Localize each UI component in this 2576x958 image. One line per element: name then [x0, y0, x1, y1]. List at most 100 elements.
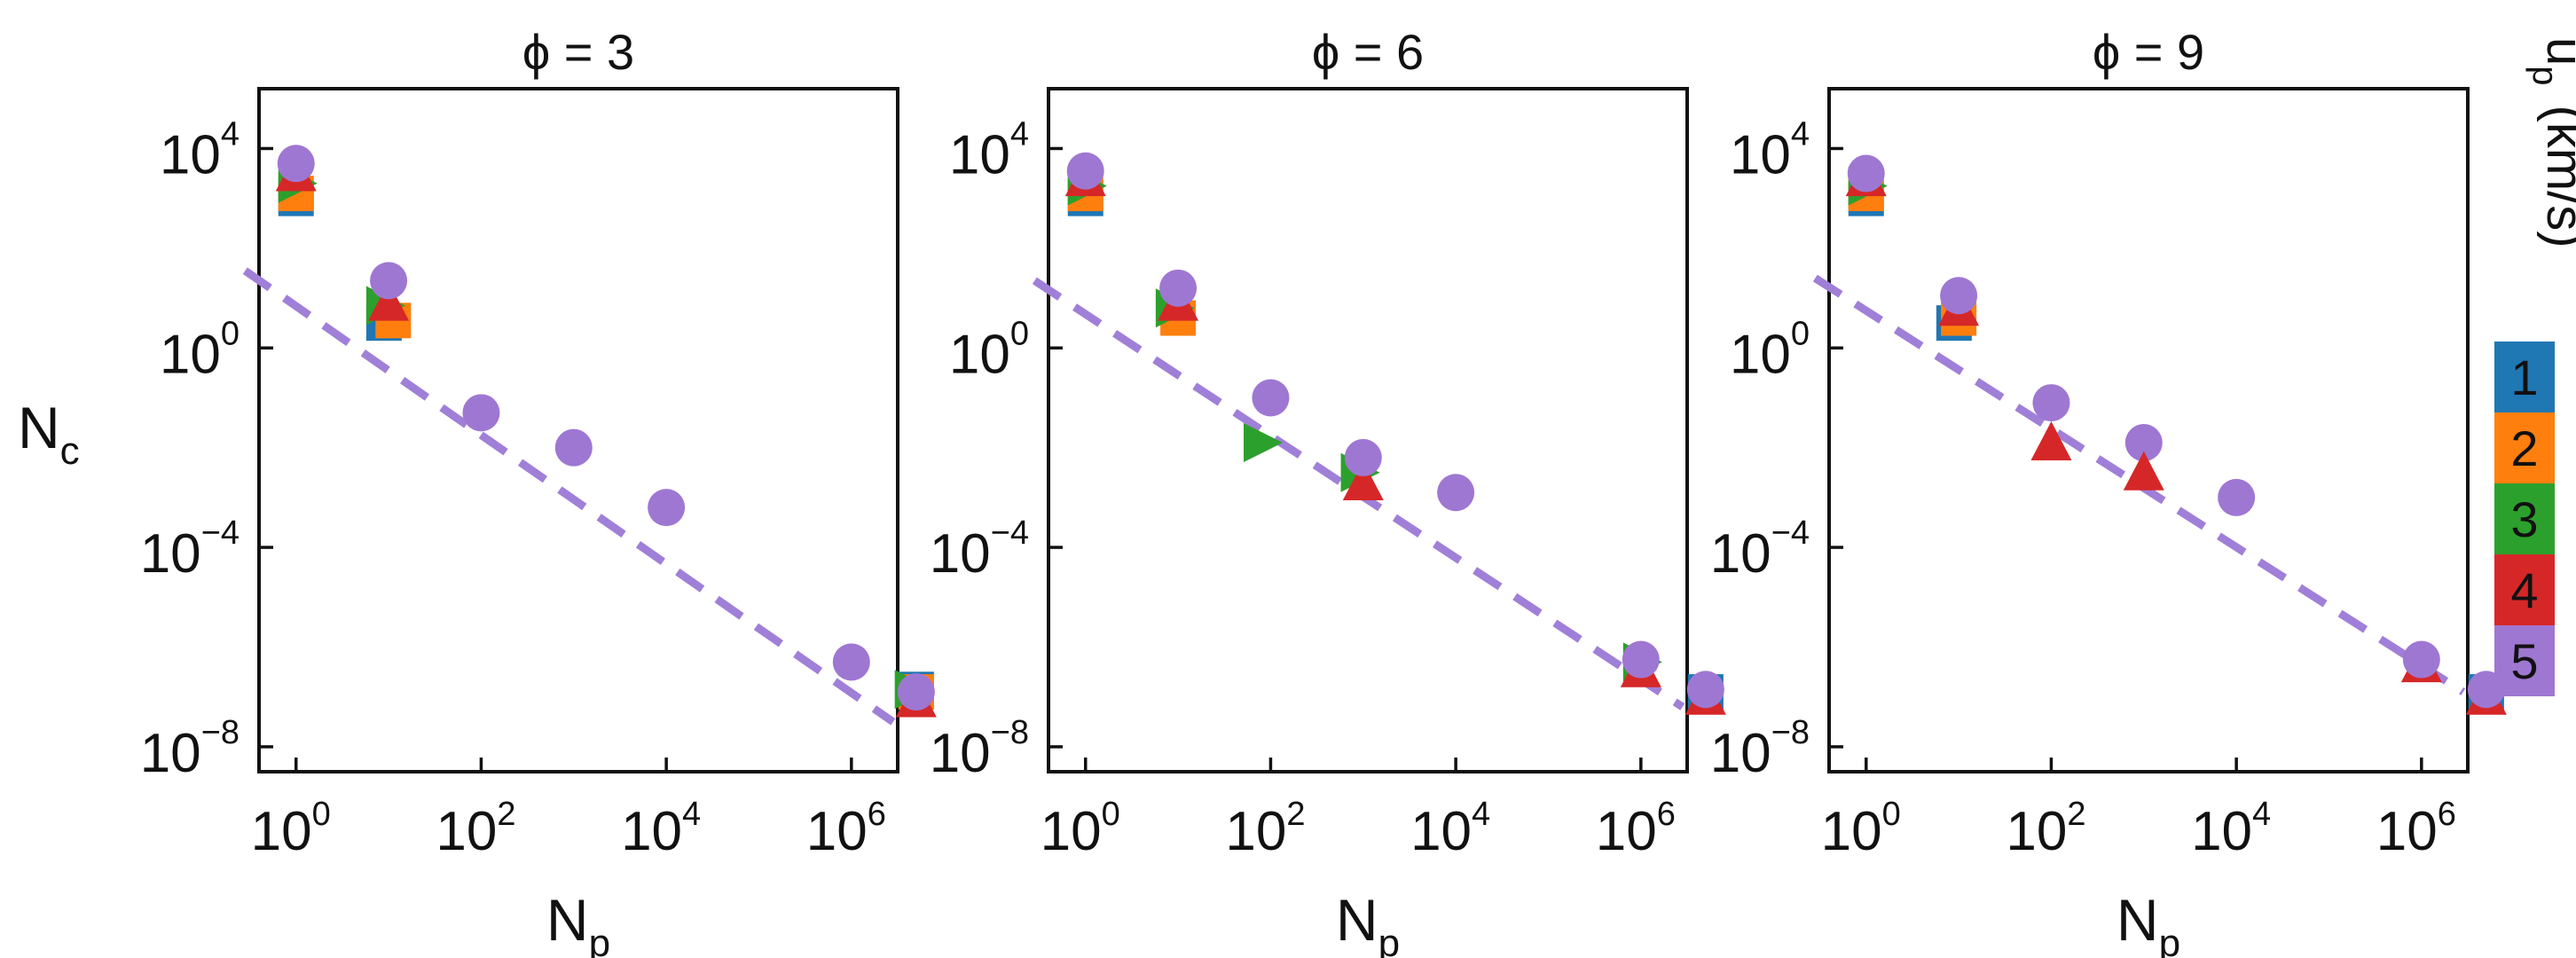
x-axis-label: Np: [546, 887, 610, 958]
y-axis-label-main: N: [18, 395, 60, 460]
y-tick-base: 10: [930, 723, 991, 784]
y-tick-label: 10−8: [930, 714, 1029, 784]
data-point-circle-series-5: [1344, 438, 1382, 476]
x-tick-exponent: 0: [312, 796, 331, 833]
y-tick-exponent: 4: [1791, 115, 1810, 153]
data-point-circle-series-5: [1437, 474, 1475, 512]
data-point-triangle-up-series-4: [368, 281, 410, 321]
colorbar-label-5: 5: [2510, 633, 2538, 689]
x-tick-base: 10: [1041, 801, 1102, 862]
y-tick-exponent: 0: [221, 315, 240, 352]
x-tick-exponent: 2: [1286, 796, 1305, 833]
x-tick-exponent: 0: [1102, 796, 1120, 833]
x-tick-label: 100: [1821, 796, 1901, 862]
data-point-circle-series-5: [1159, 269, 1198, 307]
y-tick-label: 104: [949, 115, 1029, 185]
colorbar-swatch-4: [2494, 554, 2555, 625]
y-tick-exponent: −4: [201, 514, 240, 552]
y-tick-base: 10: [949, 324, 1010, 385]
y-tick-label: 10−8: [140, 714, 240, 784]
data-point-circle-series-5: [277, 145, 315, 183]
data-point-circle-series-5: [370, 262, 408, 300]
data-point-circle-series-5: [554, 428, 593, 467]
x-tick-exponent: 6: [1657, 796, 1676, 833]
plot-frame: [257, 87, 899, 773]
x-tick-exponent: 4: [682, 796, 701, 833]
x-tick-base: 10: [1596, 801, 1657, 862]
data-point-circle-series-5: [2124, 424, 2163, 462]
data-point-circle-series-5: [1622, 640, 1660, 679]
x-tick-label: 102: [436, 796, 515, 862]
colorbar: 1 2 3 4 5 up (km/s): [2494, 37, 2576, 696]
colorbar-label-1: 1: [2510, 349, 2538, 405]
colorbar-swatch-5: [2494, 625, 2555, 696]
x-axis-label-sub: p: [1378, 922, 1400, 958]
x-axis-label-sub: p: [589, 922, 610, 958]
x-axis-label-main: N: [1336, 887, 1378, 953]
x-axis-label-sub: p: [2159, 922, 2180, 958]
colorbar-title: up (km/s): [2525, 37, 2576, 248]
y-tick-base: 10: [1730, 124, 1791, 185]
data-point-circle-series-5: [1252, 379, 1290, 417]
fit-line: [242, 267, 896, 726]
colorbar-label-4: 4: [2510, 562, 2538, 618]
y-tick-label: 10−4: [140, 514, 240, 585]
data-point-triangle-right-series-3: [1244, 423, 1283, 463]
y-tick-base: 10: [1710, 723, 1771, 784]
y-tick-base: 10: [140, 723, 201, 784]
data-point-circle-series-5: [897, 673, 935, 711]
y-tick-base: 10: [160, 324, 221, 385]
y-tick-base: 10: [160, 124, 221, 185]
y-tick-base: 10: [140, 523, 201, 585]
x-tick-label: 100: [251, 796, 331, 862]
data-point-circle-series-5: [1847, 154, 1885, 192]
data-point-circle-series-5: [2402, 640, 2440, 679]
x-tick-exponent: 2: [2067, 796, 2085, 833]
x-tick-label: 104: [621, 796, 701, 862]
x-tick-label: 106: [806, 796, 886, 862]
x-axis-label-main: N: [546, 887, 589, 953]
x-tick-label: 100: [1041, 796, 1120, 862]
y-tick-label: 104: [1730, 115, 1810, 185]
y-tick-exponent: 0: [1791, 315, 1810, 352]
x-tick-exponent: 4: [1472, 796, 1490, 833]
colorbar-title-main: u: [2536, 37, 2576, 66]
y-tick-label: 100: [1730, 315, 1810, 385]
x-tick-exponent: 6: [2438, 796, 2456, 833]
y-tick-label: 104: [160, 115, 240, 185]
colorbar-label-2: 2: [2510, 420, 2538, 476]
colorbar-title-sub: p: [2525, 66, 2564, 85]
y-axis-label: Nc: [18, 395, 80, 473]
x-axis-label: Np: [2117, 887, 2180, 958]
data-point-circle-series-5: [1940, 277, 1978, 315]
data-point-circle-series-5: [2032, 384, 2070, 422]
colorbar-swatch-3: [2494, 483, 2555, 554]
x-tick-label: 106: [1596, 796, 1676, 862]
x-tick-label: 106: [2376, 796, 2456, 862]
x-tick-base: 10: [2191, 801, 2252, 862]
x-tick-base: 10: [1410, 801, 1472, 862]
data-point-triangle-up-series-4: [2123, 451, 2164, 491]
y-tick-base: 10: [1730, 324, 1791, 385]
x-axis-label-main: N: [2117, 887, 2159, 953]
x-tick-base: 10: [436, 801, 497, 862]
data-point-circle-series-5: [1066, 152, 1104, 190]
plot-frame: [1827, 87, 2470, 773]
x-tick-exponent: 6: [868, 796, 886, 833]
y-tick-label: 10−8: [1710, 714, 1810, 784]
y-tick-exponent: 4: [1010, 115, 1029, 153]
colorbar-title-unit: (km/s): [2536, 106, 2576, 248]
x-tick-exponent: 0: [1882, 796, 1901, 833]
y-tick-exponent: 0: [1010, 315, 1029, 352]
x-tick-label: 104: [2191, 796, 2271, 862]
panel-title: ϕ = 3: [522, 24, 634, 80]
y-tick-base: 10: [930, 523, 991, 585]
panel-title: ϕ = 9: [2093, 24, 2204, 80]
data-point-circle-series-5: [1686, 671, 1724, 709]
x-tick-exponent: 2: [497, 796, 515, 833]
